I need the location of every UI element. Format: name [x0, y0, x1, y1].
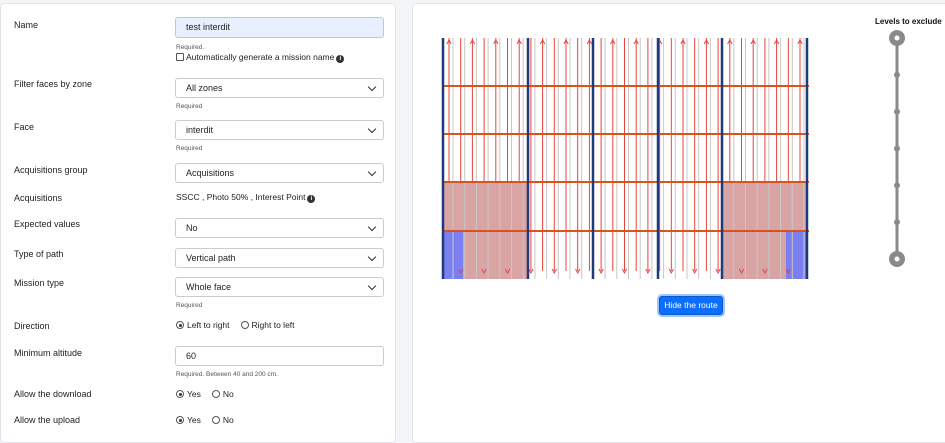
allow-download-yes-radio[interactable]	[176, 390, 184, 398]
allow-download-radio-group: Yes No	[176, 389, 234, 399]
acquisitions-value-row: SSCC , Photo 50% , Interest Point i	[176, 192, 316, 203]
levels-slider[interactable]	[880, 25, 914, 275]
direction-rtl-radio[interactable]	[240, 321, 249, 329]
direction-ltr-radio[interactable]	[176, 321, 184, 329]
acquisitions-label: Acquisitions	[14, 193, 63, 203]
filter-zone-help: Required	[176, 103, 203, 110]
allow-download-yes-label: Yes	[187, 389, 201, 399]
slider-tick[interactable]	[894, 108, 900, 115]
auto-name-label: Automatically generate a mission name	[186, 52, 335, 62]
route-arrow	[621, 268, 628, 275]
route-arrow	[458, 268, 464, 275]
route-arrow	[785, 268, 791, 275]
auto-name-row[interactable]: Automatically generate a mission name i	[176, 52, 345, 63]
route-arrow	[645, 268, 651, 275]
route-arrow	[703, 38, 710, 45]
route-arrow	[610, 38, 616, 45]
info-icon[interactable]: i	[336, 55, 345, 63]
route-arrow	[528, 268, 534, 275]
min-altitude-label: Minimum altitude	[14, 348, 83, 358]
route-arrow	[750, 38, 756, 45]
info-icon[interactable]: i	[307, 195, 316, 203]
levels-title: Levels to exclude	[875, 17, 942, 26]
slider-tick[interactable]	[894, 182, 900, 189]
slider-tick[interactable]	[894, 219, 900, 226]
route-arrow	[797, 38, 803, 45]
auto-name-checkbox[interactable]	[176, 53, 184, 61]
route-arrow	[680, 38, 686, 45]
allow-upload-no-label: No	[222, 415, 234, 425]
face-label: Face	[14, 122, 35, 132]
route-arrow	[563, 38, 569, 45]
route-arrow	[715, 268, 721, 275]
direction-ltr-label: Left to right	[187, 320, 230, 330]
route-arrow	[516, 38, 522, 45]
route-arrow	[586, 38, 593, 45]
min-altitude-input[interactable]: 60	[175, 346, 384, 366]
acq-group-select[interactable]: Acquisitions	[175, 163, 384, 183]
acq-group-label: Acquisitions group	[14, 165, 88, 175]
direction-rtl-label: Right to left	[251, 320, 295, 330]
slider-tick[interactable]	[894, 145, 900, 152]
mission-type-select[interactable]: Whole face	[175, 277, 384, 297]
allow-upload-yes-radio[interactable]	[176, 416, 184, 424]
allow-upload-yes-label: Yes	[187, 415, 201, 425]
route-arrow	[727, 38, 733, 45]
route-arrow	[598, 268, 604, 275]
route-arrow	[469, 38, 476, 45]
route-arrow	[446, 38, 452, 45]
allow-download-label: Allow the download	[14, 389, 92, 399]
allow-upload-radio-group: Yes No	[176, 415, 234, 425]
face-help: Required	[176, 145, 203, 152]
hide-route-button[interactable]: Hide the route	[659, 296, 723, 315]
route-arrow	[551, 268, 557, 275]
route-arrow	[633, 38, 639, 45]
direction-label: Direction	[14, 321, 50, 331]
path-type-label: Type of path	[14, 249, 64, 259]
route-arrow	[481, 268, 487, 275]
expected-values-label: Expected values	[14, 219, 81, 229]
allow-upload-no-radio[interactable]	[211, 416, 220, 424]
route-arrow	[539, 38, 546, 45]
slider-handle-dot[interactable]	[894, 256, 900, 262]
route-arrow	[738, 268, 745, 275]
slider-tick[interactable]	[894, 71, 900, 78]
blocked-zone	[786, 232, 808, 279]
mission-form-panel: Name test interdit Required. Automatical…	[0, 3, 396, 443]
min-altitude-help: Required. Between 40 and 200 cm.	[176, 371, 278, 378]
route-arrow	[575, 268, 581, 275]
filter-zone-select[interactable]: All zones	[175, 78, 384, 98]
path-type-select[interactable]: Vertical path	[175, 248, 384, 268]
face-route-diagram	[441, 38, 809, 279]
route-arrow	[773, 38, 780, 45]
name-label: Name	[14, 20, 39, 30]
acquisitions-value: SSCC , Photo 50% , Interest Point	[176, 192, 306, 202]
name-input[interactable]: test interdit	[175, 17, 384, 38]
direction-radio-group: Left to right Right to left	[176, 320, 295, 330]
expected-values-select[interactable]: No	[175, 218, 384, 238]
allow-download-no-radio[interactable]	[211, 390, 220, 398]
name-help: Required.	[176, 44, 205, 51]
route-arrow	[504, 268, 511, 275]
route-arrow	[668, 268, 674, 275]
face-select[interactable]: interdit	[175, 120, 384, 140]
mission-type-label: Mission type	[14, 278, 65, 288]
mission-type-help: Required	[176, 302, 203, 309]
slider-handle-dot[interactable]	[894, 35, 900, 41]
allow-upload-label: Allow the upload	[14, 415, 81, 425]
route-arrow	[493, 38, 499, 45]
route-arrow	[692, 268, 698, 275]
filter-zone-label: Filter faces by zone	[14, 79, 93, 89]
route-arrow	[762, 268, 768, 275]
allow-download-no-label: No	[222, 389, 234, 399]
